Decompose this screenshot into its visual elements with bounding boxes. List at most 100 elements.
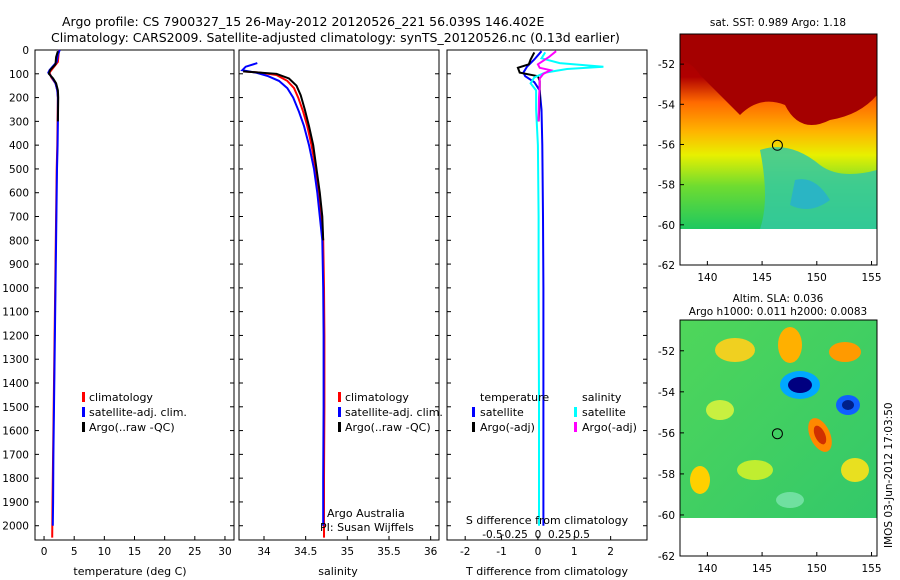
sla-anomaly xyxy=(829,342,861,362)
legend-label-argo: Argo(..raw -QC) xyxy=(89,421,175,434)
x-tick-label: 30 xyxy=(218,546,231,558)
series-line-argo-raw-qc- xyxy=(243,70,325,241)
depth-tick-label: 600 xyxy=(9,188,29,200)
depth-tick-label: 1200 xyxy=(2,330,29,342)
annotation-argo-australia: Argo Australia xyxy=(327,507,405,520)
temperature-profiles: 0 5 10 15 20 25 30 xyxy=(41,49,232,558)
x-tick-label: -1 xyxy=(496,546,506,558)
x-tick-label: 15 xyxy=(128,546,141,558)
depth-tick-label: 300 xyxy=(9,116,29,128)
map-y-tick-label: -62 xyxy=(658,260,675,272)
map-y-tick-label: -52 xyxy=(658,59,675,71)
temperature-legend: climatology satellite-adj. clim. Argo(..… xyxy=(82,391,187,434)
imos-timestamp: IMOS 03-Jun-2012 17:03:50 xyxy=(883,402,895,548)
annotation-pi: PI: Susan Wijffels xyxy=(320,521,414,534)
depth-tick-label: 0 xyxy=(22,45,29,57)
depth-axis: 0 100 200 300 400 500 600 700 800 900 1000 1100 1200… xyxy=(2,45,647,533)
x-tick-label: -2 xyxy=(460,546,470,558)
difference-axes xyxy=(446,49,648,541)
sla-anomaly xyxy=(690,466,710,494)
x-tick-label: 34.5 xyxy=(294,546,317,558)
map-x-tick-label: 150 xyxy=(807,563,827,575)
sla-anomaly xyxy=(776,492,804,508)
top-x-tick-label: 0 xyxy=(535,529,542,541)
map-x-tick-label: 150 xyxy=(807,272,827,284)
series-line-argo-raw-qc- xyxy=(47,50,60,122)
sla-anomaly xyxy=(778,327,802,363)
sst-map-title: sat. SST: 0.989 Argo: 1.18 xyxy=(710,17,846,29)
map-y-tick-label: -56 xyxy=(658,428,675,440)
legend-title-salinity: salinity xyxy=(582,391,622,404)
sla-anomaly xyxy=(715,338,755,362)
sla-anomaly-core xyxy=(788,377,812,393)
difference-legend: temperature salinity satellite Argo(-adj… xyxy=(472,391,637,434)
sla-no-data xyxy=(680,518,877,556)
sst-map: sat. SST: 0.989 Argo: 1.18 140 145 150 155 -… xyxy=(658,17,882,284)
map-y-tick-label: -52 xyxy=(658,346,675,358)
depth-tick-label: 100 xyxy=(9,69,29,81)
x-tick-label: 2 xyxy=(607,546,614,558)
sla-map-subtitle: Argo h1000: 0.011 h2000: 0.0083 xyxy=(689,306,867,318)
map-y-tick-label: -60 xyxy=(658,510,675,522)
depth-tick-label: 1400 xyxy=(2,378,29,390)
x-tick-label: 5 xyxy=(71,546,78,558)
map-x-tick-label: 145 xyxy=(752,272,772,284)
legend-swatch-sal-argo xyxy=(574,422,577,432)
legend-swatch-argo xyxy=(82,422,85,432)
legend-label-satellite: satellite-adj. clim. xyxy=(89,406,187,419)
x-tick-label: 10 xyxy=(98,546,111,558)
map-x-tick-label: 145 xyxy=(752,563,772,575)
sst-warm-region xyxy=(680,34,877,125)
sst-map-axes: 140 145 150 155 -52 -54 -56 -58 -60 -62 xyxy=(658,59,882,284)
legend-swatch-climatology xyxy=(82,392,85,402)
header-line-1: Argo profile: CS 7900327_15 26-May-2012 … xyxy=(62,14,545,29)
series-line-salinity-satellite xyxy=(529,51,604,526)
salinity-profiles: 34 34.5 35 35.5 36 xyxy=(240,62,438,558)
map-y-tick-label: -60 xyxy=(658,220,675,232)
sst-no-data xyxy=(680,229,877,265)
x-tick-label: 20 xyxy=(158,546,171,558)
map-x-tick-label: 155 xyxy=(862,563,882,575)
sla-anomaly-core xyxy=(813,425,827,445)
depth-tick-label: 700 xyxy=(9,212,29,224)
map-x-tick-label: 140 xyxy=(697,272,717,284)
top-x-tick-label: 0.5 xyxy=(573,529,590,541)
sla-argo-location-marker xyxy=(771,428,783,440)
depth-tick-label: 900 xyxy=(9,259,29,271)
depth-tick-label: 200 xyxy=(9,93,29,105)
depth-tick-label: 1900 xyxy=(2,497,29,509)
sla-anomaly xyxy=(706,400,734,420)
depth-tick-label: 500 xyxy=(9,164,29,176)
depth-tick-label: 1000 xyxy=(2,283,29,295)
x-tick-label: 0 xyxy=(41,546,48,558)
legend-swatch-temp-satellite xyxy=(472,407,475,417)
salinity-xlabel: salinity xyxy=(318,565,358,578)
top-x-tick-label: -0.5 xyxy=(482,529,503,541)
legend-label-satellite: satellite-adj. clim. xyxy=(345,406,443,419)
map-x-tick-label: 155 xyxy=(862,272,882,284)
salinity-axes xyxy=(238,49,440,541)
legend-label-sal-satellite: satellite xyxy=(582,406,626,419)
header-line-2: Climatology: CARS2009. Satellite-adjuste… xyxy=(51,30,620,45)
temperature-axes xyxy=(34,49,235,541)
depth-tick-label: 1600 xyxy=(2,426,29,438)
x-tick-label: 36 xyxy=(424,546,438,558)
difference-top-xlabel: S difference from climatology xyxy=(466,514,629,527)
depth-tick-label: 1300 xyxy=(2,354,29,366)
series-line-salinity-argo-adj- xyxy=(536,50,557,122)
sla-map: Altim. SLA: 0.036 Argo h1000: 0.011 h200… xyxy=(658,293,882,575)
map-y-tick-label: -58 xyxy=(658,180,675,192)
legend-swatch-satellite xyxy=(338,407,341,417)
sst-map-frame xyxy=(679,33,878,266)
depth-tick-label: 1700 xyxy=(2,449,29,461)
depth-tick-label: 1100 xyxy=(2,307,29,319)
depth-tick-label: 1500 xyxy=(2,402,29,414)
map-y-tick-label: -62 xyxy=(658,551,675,563)
depth-tick-label: 800 xyxy=(9,235,29,247)
x-tick-label: 0 xyxy=(535,546,542,558)
legend-label-climatology: climatology xyxy=(345,391,409,404)
legend-title-temperature: temperature xyxy=(480,391,549,404)
sst-argo-location-marker xyxy=(771,139,783,151)
x-tick-label: 35.5 xyxy=(377,546,400,558)
